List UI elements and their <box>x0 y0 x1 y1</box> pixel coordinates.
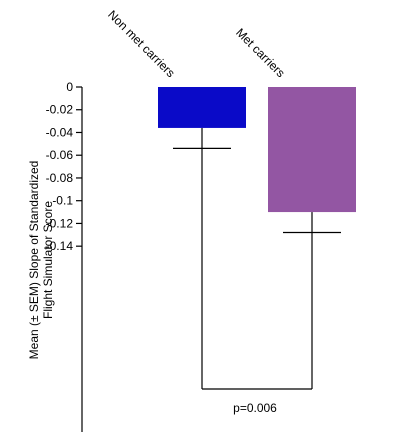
y-axis-title-line-1: Mean (± SEM) Slope of Standardized <box>27 161 41 360</box>
y-tick-label: -0.06 <box>46 148 74 162</box>
y-axis-title-line-2: Flight Simulator Score <box>41 201 55 319</box>
y-tick-label: -0.02 <box>46 103 74 117</box>
p-value-annotation: p=0.006 <box>233 401 277 415</box>
y-tick-label: -0.12 <box>46 216 74 230</box>
y-tick-label: -0.14 <box>46 239 74 253</box>
y-tick-label: -0.1 <box>52 194 73 208</box>
bar <box>268 87 356 213</box>
y-tick-label: 0 <box>66 80 73 94</box>
category-label: Met carriers <box>233 25 288 80</box>
y-tick-label: -0.04 <box>46 125 74 139</box>
category-label: Non met carriers <box>105 8 178 81</box>
bars-group <box>158 87 356 234</box>
bar <box>158 87 246 128</box>
y-axis-group: 0 -0.02 -0.04 -0.06 -0.08 -0.1 -0.12 -0.14 <box>46 80 83 432</box>
y-tick-label: -0.08 <box>46 171 74 185</box>
